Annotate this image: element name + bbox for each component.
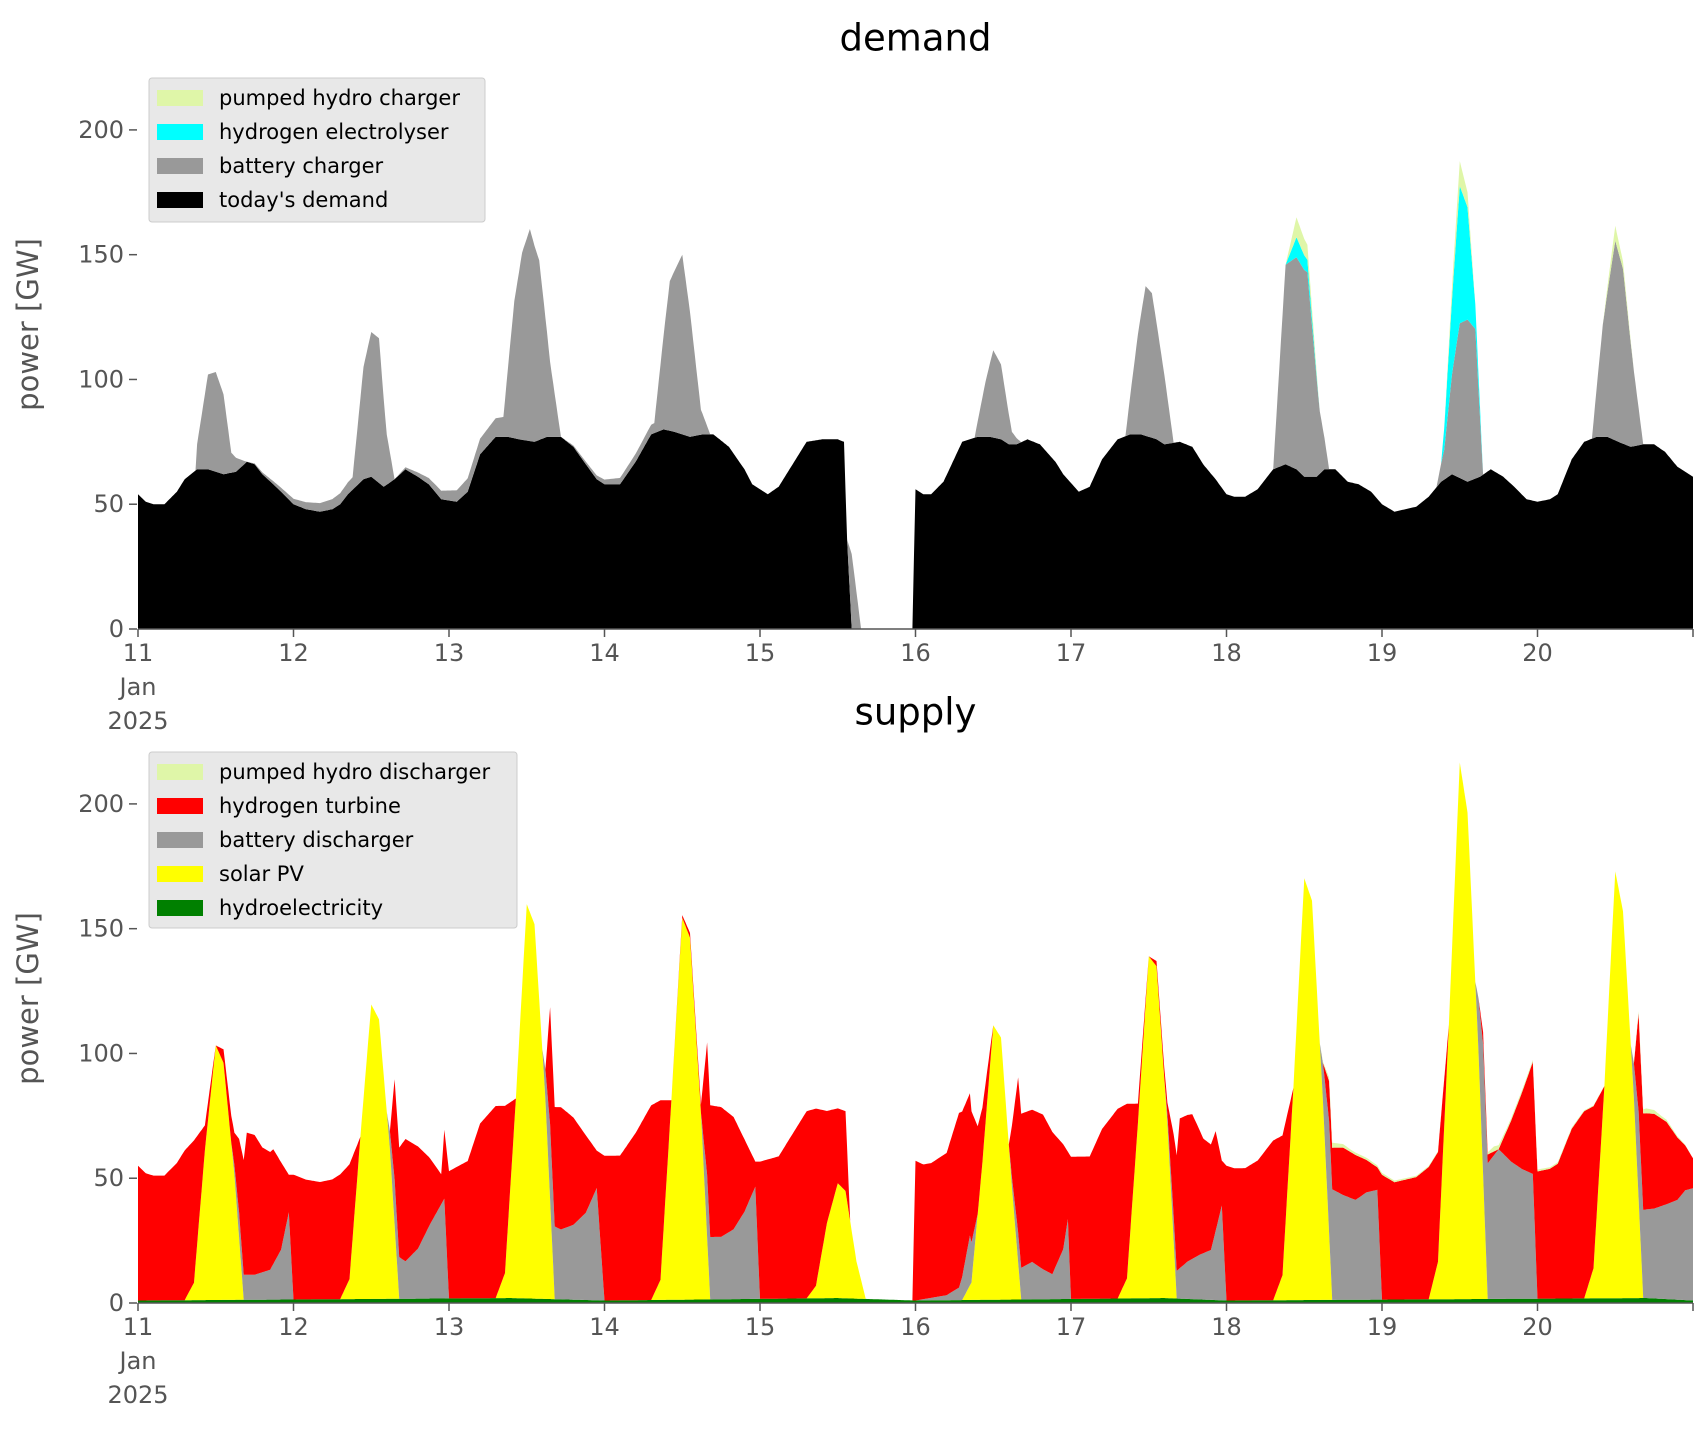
y-tick-label: 200	[78, 116, 124, 144]
chart-title: demand	[840, 17, 992, 60]
legend-box	[148, 77, 486, 223]
legend-swatch-hydrogen-turbine	[157, 798, 203, 814]
chart-supply: supply 0 50 100 150 200 11 Jan 2025 12 13 14 15 16 17 1…	[11, 691, 1694, 1409]
legend-swatch-battery-charger	[157, 158, 203, 174]
x-tick-label: 15	[745, 1313, 776, 1341]
x-tick-label: 14	[589, 1313, 620, 1341]
area-today-s-demand	[138, 429, 1693, 629]
x-tick-label: 2025	[107, 1381, 168, 1409]
y-tick-label: 150	[78, 915, 124, 943]
legend: pumped hydro charger hydrogen electrolyse…	[148, 77, 486, 223]
legend-swatch-hydrogen-electrolyser	[157, 124, 203, 140]
legend-label-battery-discharger: battery discharger	[219, 828, 414, 852]
legend-label-hydrogen-electrolyser: hydrogen electrolyser	[219, 120, 449, 144]
legend-swatch-hydroelectricity	[157, 900, 203, 916]
legend-label-hydroelectricity: hydroelectricity	[219, 896, 383, 920]
legend-swatch-today-s-demand	[157, 192, 203, 208]
y-tick-label: 100	[78, 365, 124, 393]
legend-label-today-s-demand: today's demand	[219, 188, 388, 212]
y-axis-label: power [GW]	[11, 912, 45, 1085]
x-tick-label: 15	[745, 639, 776, 667]
area-solar-pv	[138, 762, 1693, 1301]
legend: pumped hydro discharger hydrogen turbine b…	[148, 751, 518, 929]
x-tick-label: 12	[278, 639, 309, 667]
x-tick-label: Jan	[118, 673, 157, 701]
legend-box	[148, 751, 518, 929]
legend-label-battery-charger: battery charger	[219, 154, 384, 178]
x-tick-label: 20	[1522, 639, 1553, 667]
y-tick-label: 100	[78, 1039, 124, 1067]
y-tick-label: 0	[109, 1289, 124, 1317]
area-battery-charger	[138, 229, 1693, 629]
y-tick-label: 150	[78, 241, 124, 269]
y-tick-label: 50	[93, 1164, 124, 1192]
y-tick-label: 200	[78, 790, 124, 818]
legend-swatch-battery-discharger	[157, 832, 203, 848]
x-tick-label: Jan	[118, 1347, 157, 1375]
x-tick-label: 13	[434, 1313, 465, 1341]
legend-swatch-solar-pv	[157, 866, 203, 882]
x-tick-label: 12	[278, 1313, 309, 1341]
x-tick-label: 16	[900, 1313, 931, 1341]
x-tick-label: 18	[1211, 1313, 1242, 1341]
y-tick-label: 0	[109, 615, 124, 643]
legend-label-pumped-hydro-discharger: pumped hydro discharger	[219, 760, 490, 784]
chart-demand: demand 0 50 100 150 200 11 Jan 2025 12 13 14 15 16 17 1…	[11, 17, 1694, 735]
x-tick-label: 11	[123, 639, 154, 667]
x-tick-label: 16	[900, 639, 931, 667]
legend-swatch-pumped-hydro-discharger	[157, 764, 203, 780]
legend-swatch-pumped-hydro-charger	[157, 90, 203, 106]
x-tick-label: 19	[1367, 1313, 1398, 1341]
legend-label-hydrogen-turbine: hydrogen turbine	[219, 794, 401, 818]
x-tick-label: 2025	[107, 707, 168, 735]
area-hydrogen-turbine	[138, 762, 1693, 1301]
x-tick-label: 14	[589, 639, 620, 667]
chart-title: supply	[855, 691, 977, 734]
x-tick-label: 19	[1367, 639, 1398, 667]
x-tick-label: 17	[1056, 1313, 1087, 1341]
x-tick-label: 13	[434, 639, 465, 667]
x-tick-label: 17	[1056, 639, 1087, 667]
y-axis-label: power [GW]	[11, 238, 45, 411]
x-tick-label: 11	[123, 1313, 154, 1341]
x-tick-label: 20	[1522, 1313, 1553, 1341]
y-tick-label: 50	[93, 490, 124, 518]
x-tick-label: 18	[1211, 639, 1242, 667]
legend-label-pumped-hydro-charger: pumped hydro charger	[219, 86, 460, 110]
legend-label-solar-pv: solar PV	[219, 862, 304, 886]
